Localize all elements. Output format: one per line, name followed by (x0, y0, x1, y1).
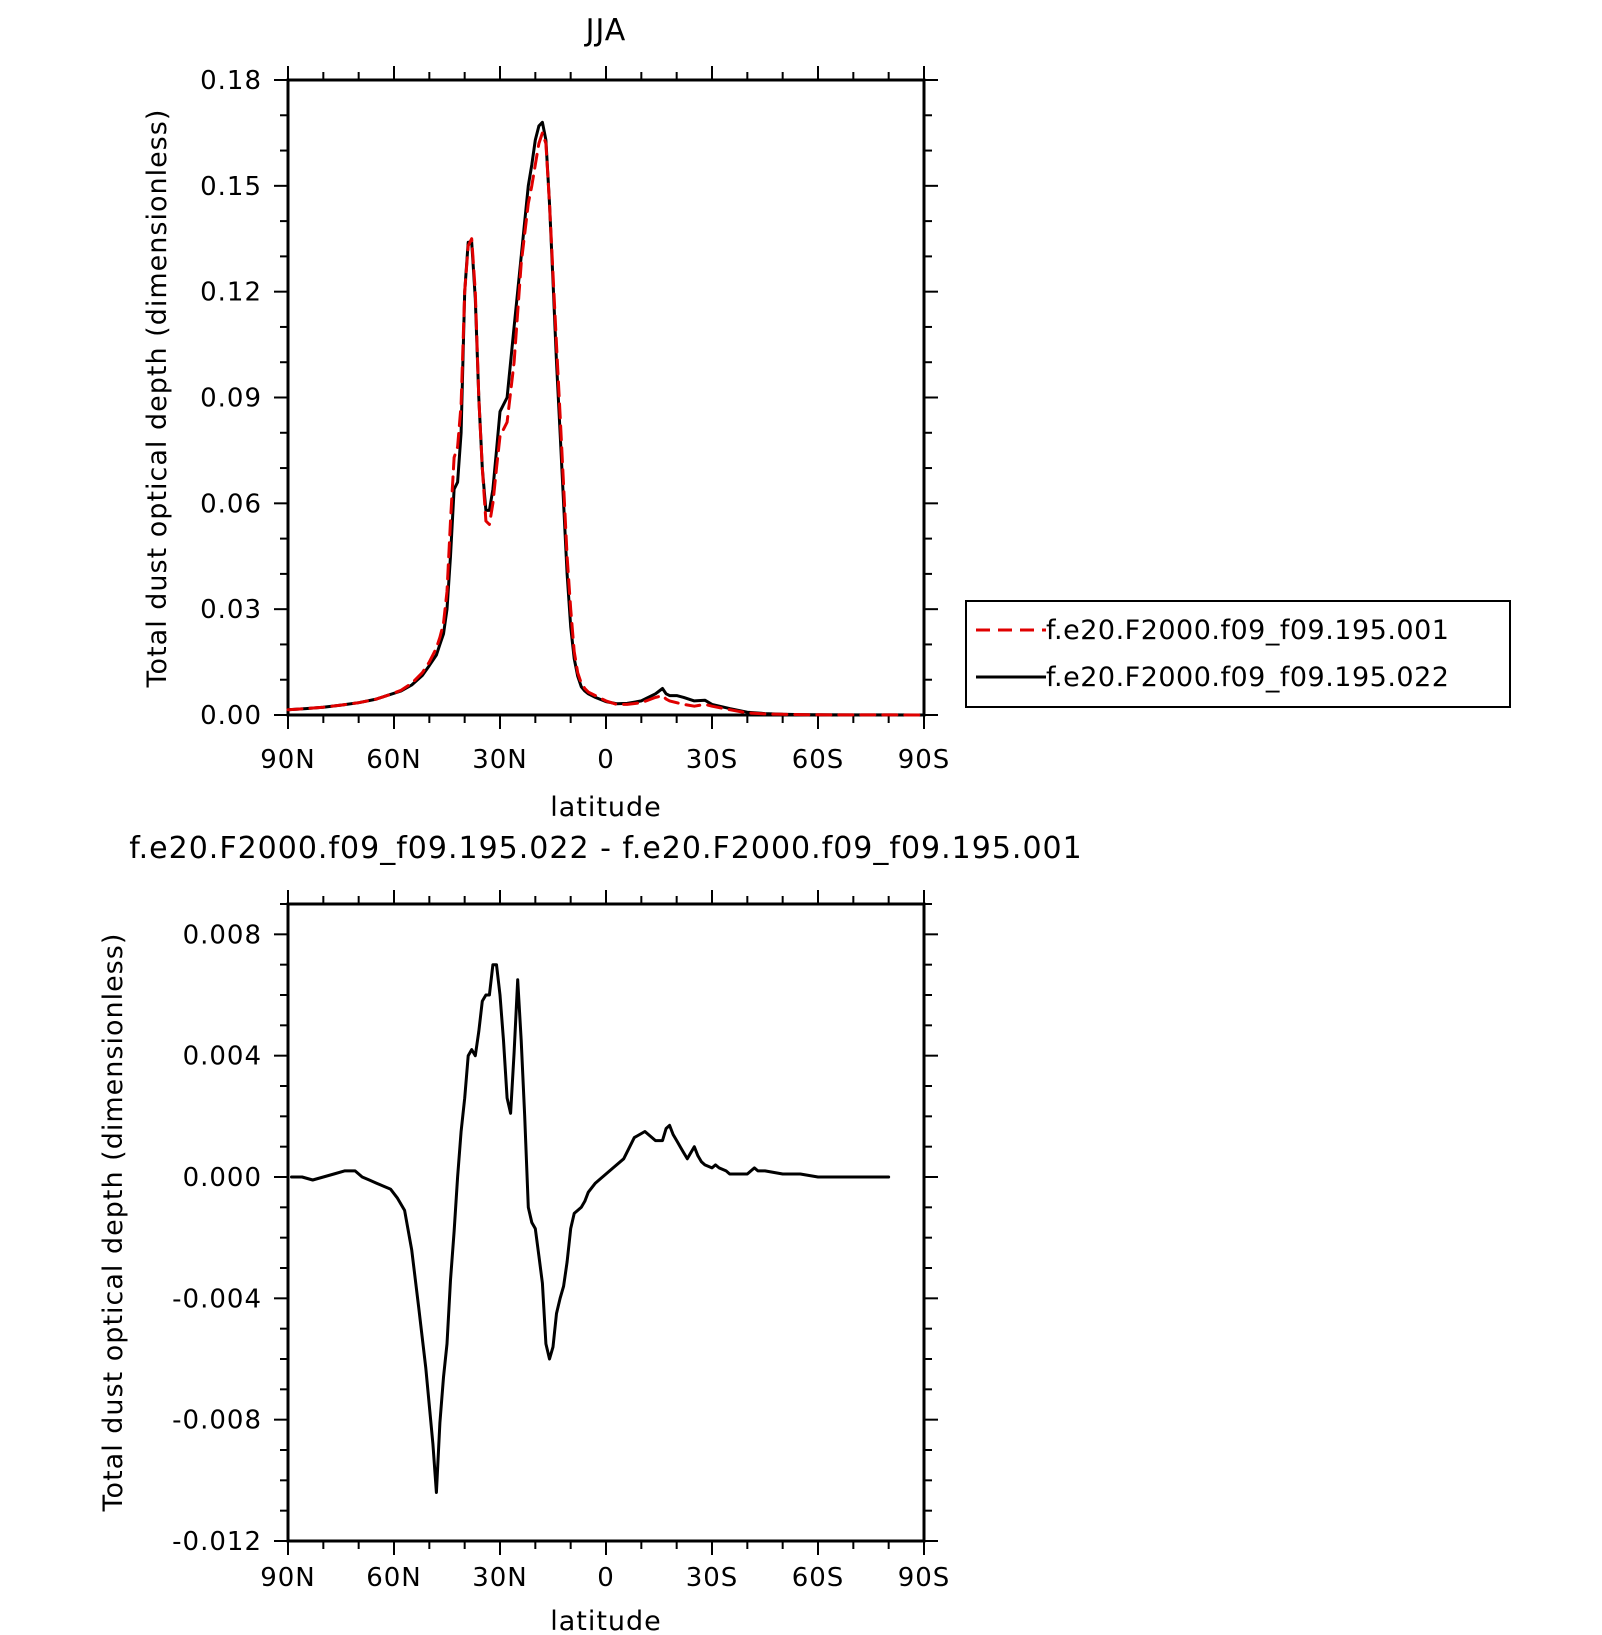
y-tick-label: 0.03 (200, 595, 262, 625)
series-line (290, 963, 891, 1494)
x-tick-label: 90N (260, 1563, 316, 1593)
top-series-lines (286, 120, 926, 717)
y-tick-label: 0.12 (200, 278, 262, 308)
top-chart-title: JJA (584, 13, 627, 48)
top-tick-marks (274, 66, 938, 729)
x-tick-label: 90S (898, 1563, 951, 1593)
x-tick-label: 90S (898, 745, 951, 775)
bottom-chart-title: f.e20.F2000.f09_f09.195.022 - f.e20.F200… (129, 831, 1082, 866)
bottom-x-axis-title: latitude (550, 1606, 662, 1635)
y-tick-label: 0.000 (183, 1163, 262, 1193)
x-tick-label: 60S (792, 1563, 845, 1593)
top-x-axis-title: latitude (550, 792, 662, 823)
y-tick-label: 0.008 (183, 920, 262, 950)
legend-label-series-2: f.e20.F2000.f09_f09.195.022 (1046, 662, 1449, 693)
y-tick-label: 0.15 (200, 172, 262, 202)
y-tick-label: 0.004 (183, 1042, 262, 1072)
series-line (286, 120, 926, 717)
y-tick-label: -0.012 (172, 1527, 262, 1557)
y-tick-label: 0.00 (200, 701, 262, 731)
x-tick-label: 30S (686, 745, 739, 775)
bottom-panel: f.e20.F2000.f09_f09.195.022 - f.e20.F200… (98, 831, 1082, 1635)
top-y-axis-title: Total dust optical depth (dimensionless) (142, 109, 173, 689)
x-tick-label: 60S (792, 745, 845, 775)
x-tick-label: 60N (366, 1563, 422, 1593)
bottom-series-lines (290, 963, 891, 1494)
bottom-plot-frame (286, 902, 926, 1543)
bottom-x-tick-labels: 90N 60N 30N 0 30S 60S 90S (260, 1563, 951, 1593)
bottom-tick-marks (274, 890, 938, 1555)
x-tick-label: 30N (472, 745, 528, 775)
legend-label-series-1: f.e20.F2000.f09_f09.195.001 (1046, 615, 1449, 646)
series-line (286, 131, 926, 717)
x-tick-label: 0 (597, 1563, 615, 1593)
legend-box (965, 600, 1511, 708)
top-x-tick-labels: 90N 60N 30N 0 30S 60S 90S (260, 745, 951, 775)
x-tick-label: 0 (597, 745, 615, 775)
x-tick-label: 30S (686, 1563, 739, 1593)
y-tick-label: -0.004 (172, 1284, 262, 1314)
y-tick-label: 0.06 (200, 489, 262, 519)
bottom-y-tick-labels: -0.012 -0.008 -0.004 0.000 0.004 0.008 (172, 920, 262, 1557)
x-tick-label: 90N (260, 745, 316, 775)
top-y-tick-labels: 0.00 0.03 0.06 0.09 0.12 0.15 0.18 (200, 66, 262, 731)
x-tick-label: 30N (472, 1563, 528, 1593)
x-tick-label: 60N (366, 745, 422, 775)
y-tick-label: 0.09 (200, 384, 262, 414)
top-panel: JJA 0.00 0.03 0.06 0.09 0.12 0.15 0.18 90N 60N 3… (142, 13, 1511, 823)
y-tick-label: 0.18 (200, 66, 262, 96)
top-plot-frame (286, 78, 926, 717)
bottom-y-axis-title: Total dust optical depth (dimensionless) (98, 933, 129, 1513)
legend: f.e20.F2000.f09_f09.195.001 f.e20.F2000.… (965, 600, 1511, 708)
y-tick-label: -0.008 (172, 1406, 262, 1436)
